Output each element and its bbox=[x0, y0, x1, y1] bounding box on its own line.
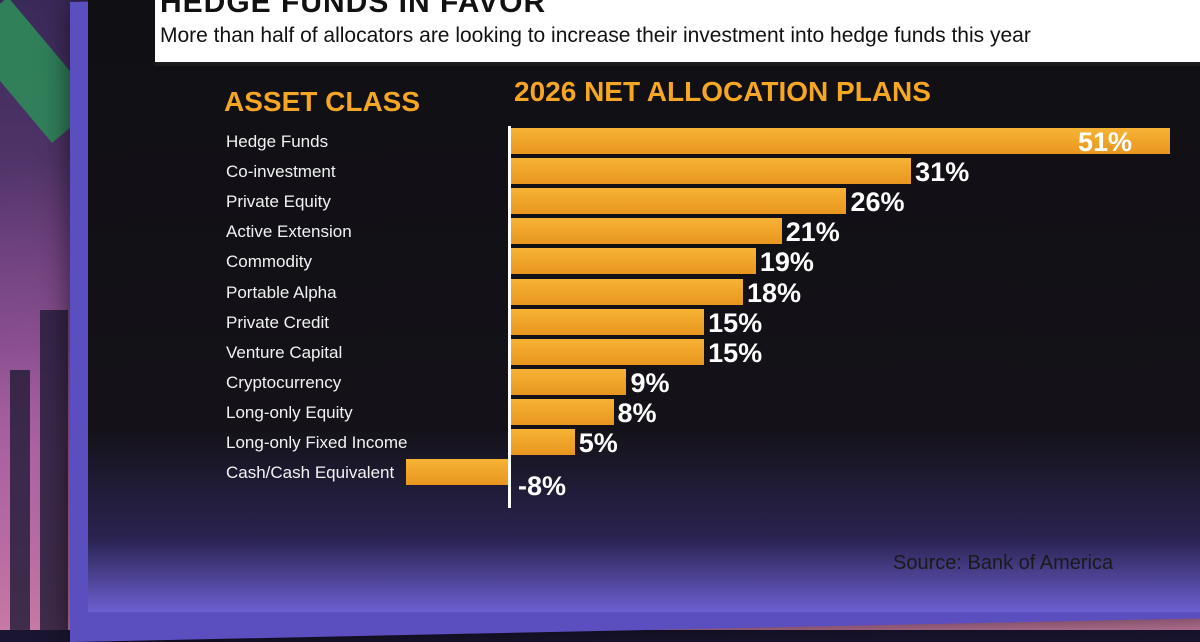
bar bbox=[510, 368, 627, 395]
category-header: ASSET CLASS bbox=[224, 86, 421, 117]
category-label: Commodity bbox=[226, 252, 312, 272]
category-label: Active Extension bbox=[226, 222, 352, 242]
bar bbox=[406, 459, 510, 486]
bar bbox=[510, 278, 743, 305]
bar bbox=[510, 338, 705, 365]
bar bbox=[510, 308, 705, 335]
source-note: Source: Bank of America bbox=[893, 552, 1114, 574]
chart-screen bbox=[88, 0, 1200, 612]
value-label: 51% bbox=[1078, 127, 1133, 157]
title-strip bbox=[155, 0, 1200, 66]
bar bbox=[510, 218, 782, 245]
chart-subtitle: More than half of allocators are looking… bbox=[160, 24, 1031, 47]
value-label: 9% bbox=[630, 367, 670, 398]
chart-title: HEDGE FUNDS IN FAVOR bbox=[160, 0, 547, 19]
zero-axis-line bbox=[508, 126, 511, 508]
category-label: Cash/Cash Equivalent bbox=[226, 463, 395, 483]
category-label: Cryptocurrency bbox=[226, 372, 342, 392]
category-label: Long-only Equity bbox=[226, 402, 353, 422]
bar bbox=[510, 158, 912, 185]
value-label: 15% bbox=[708, 307, 763, 338]
city-building bbox=[40, 310, 68, 630]
bar bbox=[510, 398, 614, 425]
value-label: 15% bbox=[708, 337, 763, 368]
city-building bbox=[10, 370, 30, 630]
value-label: 31% bbox=[915, 157, 970, 188]
value-label: 8% bbox=[617, 397, 657, 428]
value-label: -8% bbox=[518, 471, 567, 502]
value-label: 19% bbox=[759, 247, 814, 278]
bar bbox=[510, 429, 575, 455]
category-label: Private Equity bbox=[226, 192, 331, 212]
value-label: 21% bbox=[785, 217, 840, 248]
category-label: Hedge Funds bbox=[226, 132, 329, 151]
bar bbox=[510, 128, 1170, 154]
value-label: 26% bbox=[850, 187, 905, 218]
value-label: 5% bbox=[578, 428, 618, 458]
category-label: Co-investment bbox=[226, 162, 336, 182]
bar bbox=[510, 188, 847, 215]
category-label: Venture Capital bbox=[226, 342, 343, 362]
value-label: 18% bbox=[746, 277, 801, 308]
category-label: Private Credit bbox=[226, 312, 329, 332]
category-label: Portable Alpha bbox=[226, 282, 337, 302]
bar bbox=[510, 248, 756, 275]
category-label: Long-only Fixed Income bbox=[226, 433, 408, 452]
value-header: 2026 NET ALLOCATION PLANS bbox=[514, 76, 931, 107]
